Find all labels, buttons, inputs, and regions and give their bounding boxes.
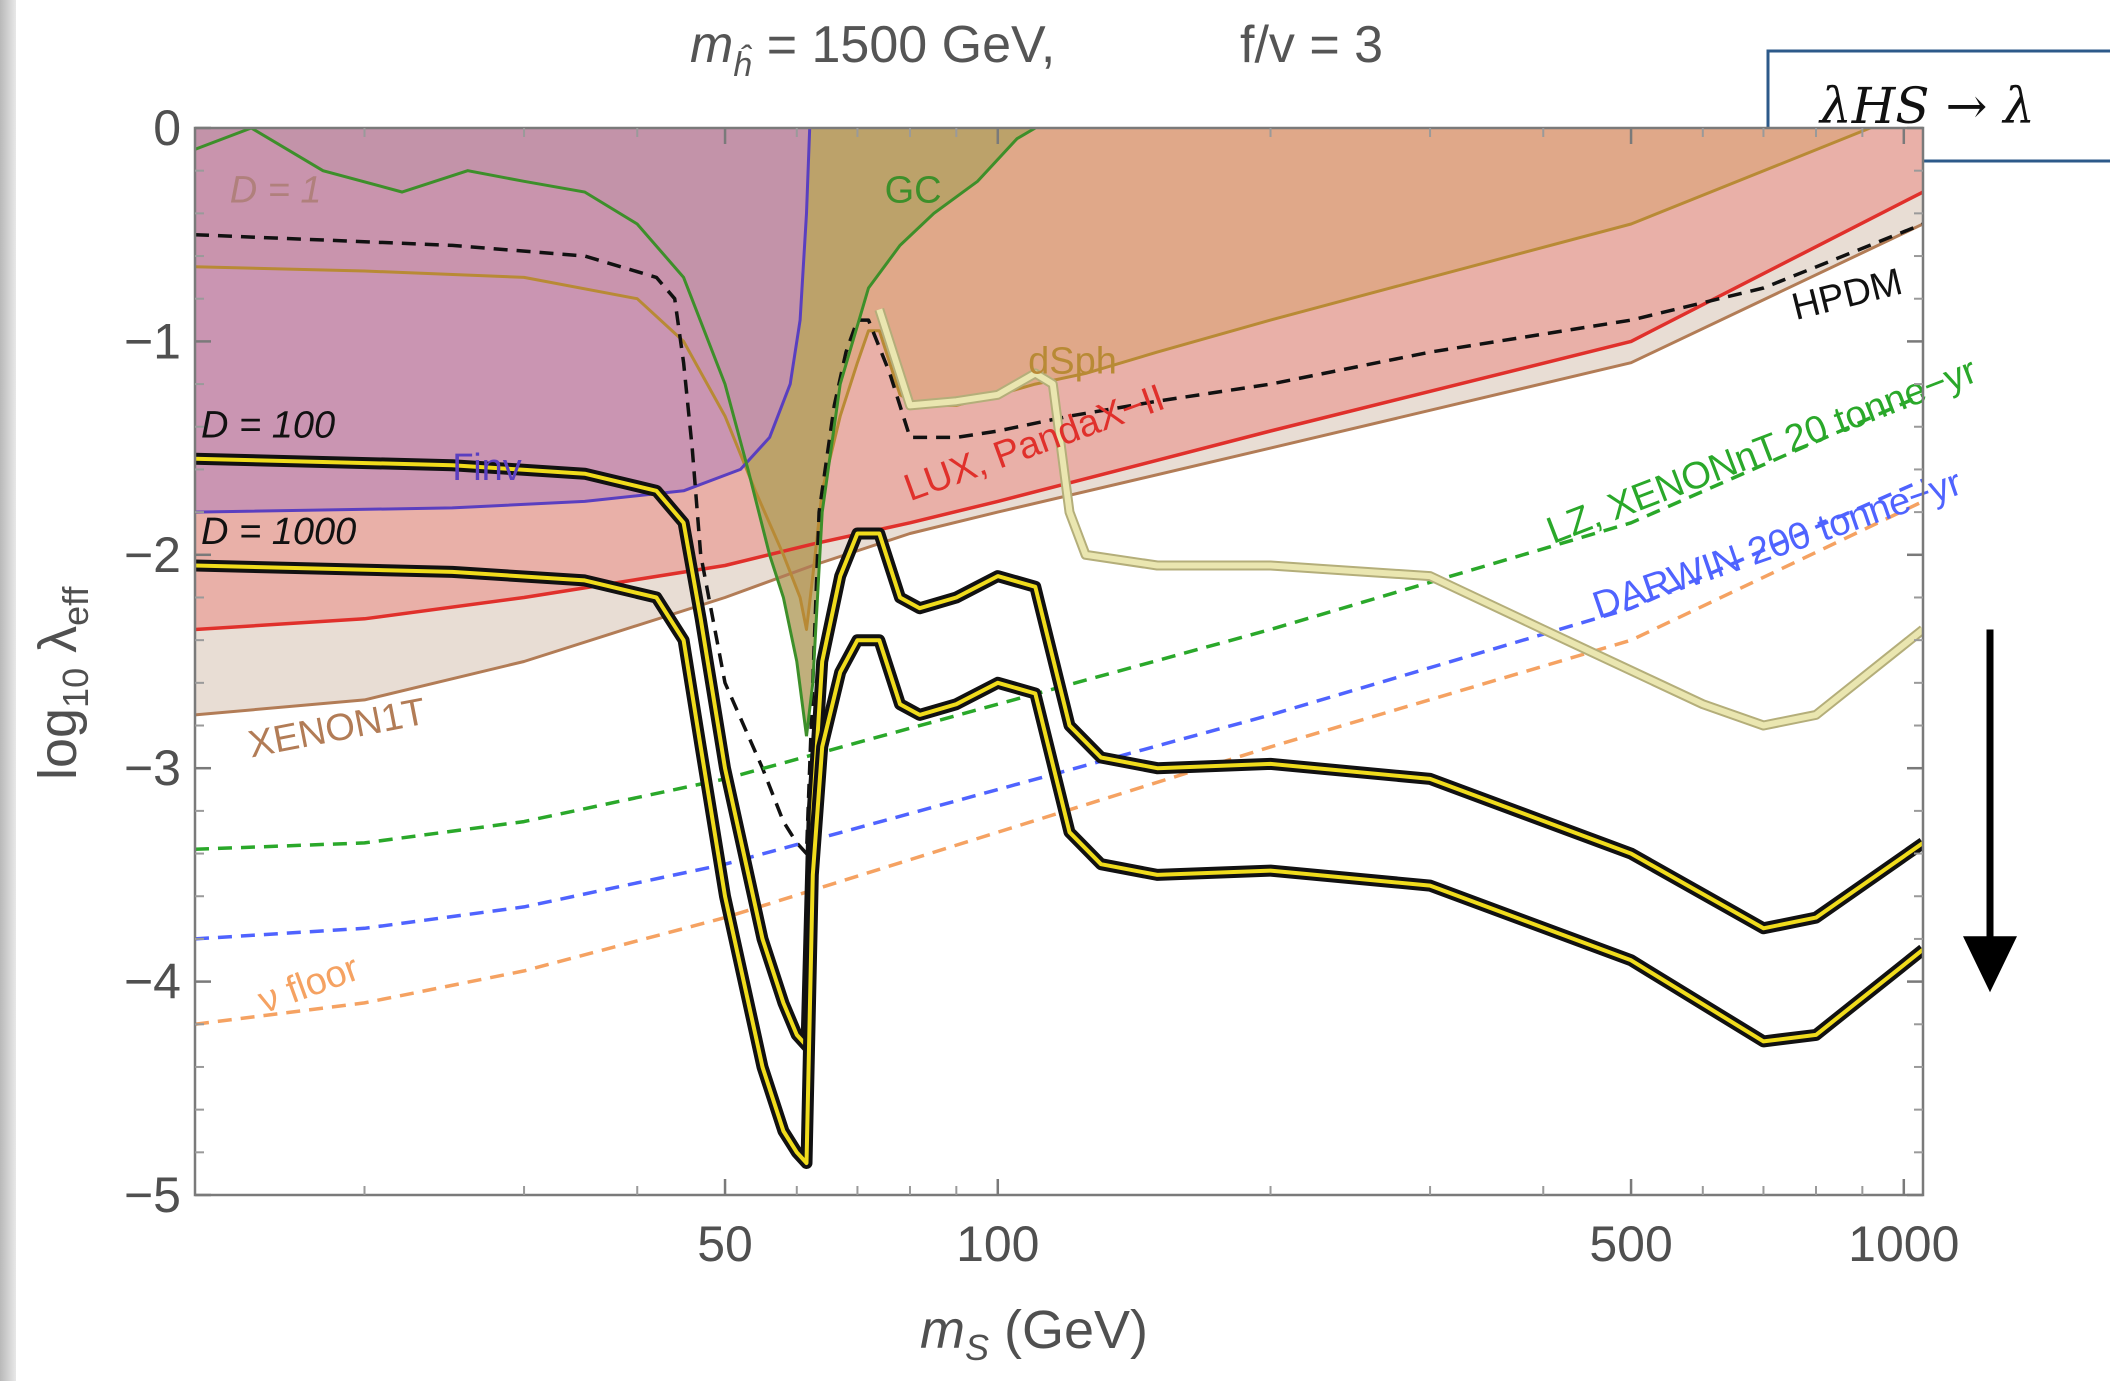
curve-darwin-200-tonne-yr bbox=[195, 478, 1923, 941]
curve-d-100 bbox=[195, 456, 1923, 1048]
down-arrow bbox=[1963, 629, 2017, 993]
curves bbox=[195, 128, 1923, 1169]
curve-dsph bbox=[195, 128, 1875, 631]
x-tick-label-1000: 1000 bbox=[1848, 1216, 1959, 1272]
y-tick-label-5: −5 bbox=[124, 1167, 181, 1223]
left-edge-shadow bbox=[0, 0, 16, 1381]
curve-d-1000 bbox=[195, 563, 1923, 1165]
label-gc: GC bbox=[885, 170, 942, 212]
curve-gc-edge bbox=[195, 128, 1037, 737]
region-gamma-inv bbox=[195, 128, 810, 513]
annotation-formula: λHS → λ bbox=[1818, 77, 2035, 135]
y-tick-label-1: −1 bbox=[124, 313, 181, 369]
axis-ticks: 50 100 500 1000 0 −1 −2 −3 −4 −5 bbox=[124, 100, 1959, 1272]
label-gamma-inv: Γinv bbox=[452, 447, 522, 489]
label-d-1: D = 1 bbox=[230, 170, 322, 212]
x-tick-label-500: 500 bbox=[1589, 1216, 1672, 1272]
plot-frame bbox=[193, 126, 1925, 1197]
curve-d-1 bbox=[876, 308, 1923, 729]
label-dsph: dSph bbox=[1028, 340, 1117, 382]
curve-lz-xenonnt-20-tonne-yr bbox=[195, 393, 1923, 852]
y-tick-label-0: 0 bbox=[153, 100, 181, 156]
y-tick-label-4: −4 bbox=[124, 954, 181, 1010]
curve-gamma-inv bbox=[195, 128, 812, 514]
chart-title: mĥ = 1500 GeV, bbox=[690, 16, 1055, 84]
y-axis-label: log10 λeff bbox=[28, 586, 96, 780]
curve-xenon1t bbox=[195, 222, 1923, 717]
curve-hpdm bbox=[195, 222, 1923, 856]
x-tick-label-100: 100 bbox=[956, 1216, 1039, 1272]
y-tick-label-3: −3 bbox=[124, 740, 181, 796]
region-gc bbox=[195, 128, 1036, 737]
arrow-head bbox=[1963, 936, 2017, 993]
x-axis-label: mS (GeV) bbox=[920, 1300, 1148, 1368]
chart-subtitle: f/v = 3 bbox=[1240, 16, 1383, 74]
label-d-1000: D = 1000 bbox=[201, 511, 356, 553]
label-d-100: D = 100 bbox=[201, 404, 335, 446]
y-tick-label-2: −2 bbox=[124, 527, 181, 583]
x-tick-label-50: 50 bbox=[697, 1216, 753, 1272]
curve-nu-floor bbox=[195, 499, 1923, 1027]
